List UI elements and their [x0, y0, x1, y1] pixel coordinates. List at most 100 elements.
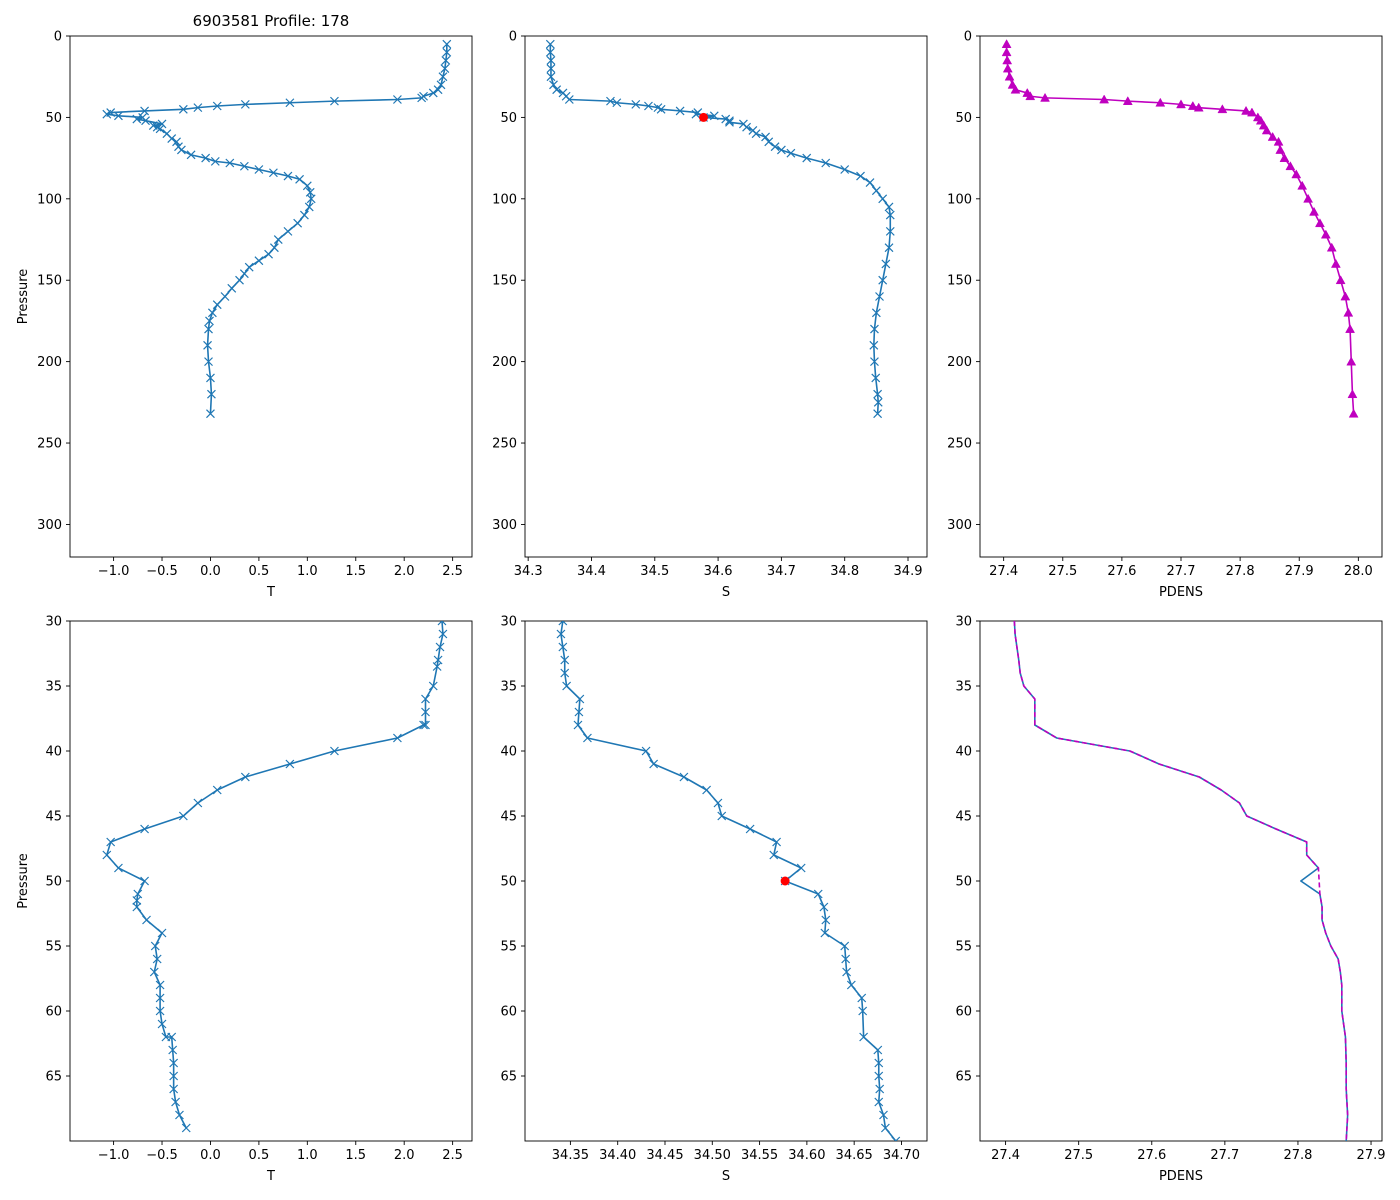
data-point-x: [175, 1110, 184, 1120]
data-point-x: [764, 137, 774, 147]
x-tick-label: 34.35: [552, 1148, 589, 1163]
data-point-x: [204, 324, 213, 334]
y-tick-label: 30: [955, 615, 972, 630]
data-point-x: [725, 116, 734, 126]
x-axis-label: S: [722, 585, 730, 600]
data-point-x: [285, 98, 295, 108]
y-tick-label: 35: [955, 680, 972, 695]
y-tick-label: 50: [45, 875, 62, 890]
data-point-triangle: [1247, 107, 1257, 117]
data-point-x: [879, 1110, 888, 1120]
data-point-x: [440, 64, 450, 73]
x-tick-label: 27.9: [1357, 1148, 1386, 1163]
x-tick-label: 34.8: [830, 564, 859, 579]
y-tick-label: 60: [45, 1005, 62, 1020]
data-point-x: [392, 733, 402, 743]
data-point-x: [442, 39, 452, 49]
data-point-x: [776, 145, 786, 155]
data-point-x: [176, 145, 186, 155]
data-point-x: [306, 194, 316, 204]
data-point-x: [330, 746, 339, 756]
data-point-x: [132, 902, 142, 912]
data-point-triangle: [1176, 99, 1186, 109]
data-point-x: [167, 1032, 177, 1042]
data-point-x: [873, 409, 883, 419]
data-point-x: [873, 389, 883, 399]
data-point-x: [417, 93, 427, 103]
data-point-x: [157, 928, 167, 938]
y-tick-label: 35: [500, 680, 517, 695]
x-tick-label: −1.0: [98, 1148, 130, 1163]
data-point-x: [871, 308, 881, 318]
data-point-x: [891, 1136, 901, 1141]
x-tick-label: 27.7: [1210, 1148, 1239, 1163]
subplot-top-temperature: −1.0 −0.5 0.0 0.5 1.0 1.5 2.0 2.5 0 50 100 150 200 25…: [16, 30, 473, 600]
data-point-x: [583, 733, 592, 743]
data-point-triangle: [1343, 307, 1354, 317]
x-axis-label: PDENS: [1159, 585, 1203, 600]
data-point-triangle: [1187, 100, 1198, 110]
x-tick-label: 1.0: [297, 1148, 318, 1163]
data-point-x: [220, 292, 230, 301]
data-point-x: [560, 655, 570, 665]
data-point-x: [880, 1123, 890, 1133]
data-point-x: [438, 629, 448, 639]
x-tick-label: 1.0: [297, 564, 318, 579]
subplot-grid: −1.0 −0.5 0.0 0.5 1.0 1.5 2.0 2.5 0 50 100 150 200 25…: [16, 30, 1386, 1185]
data-point-x: [273, 235, 283, 244]
data-point-x: [436, 80, 446, 90]
x-tick-label: 0.0: [200, 564, 221, 579]
y-tick-label: 35: [45, 680, 62, 695]
data-point-x: [564, 95, 574, 104]
data-point-x: [283, 171, 293, 181]
data-point-triangle: [1241, 105, 1251, 115]
data-point-x: [558, 621, 568, 626]
data-point-triangle: [1303, 193, 1314, 203]
data-point-x: [545, 47, 555, 57]
data-point-x: [207, 389, 216, 399]
y-tick-label: 60: [500, 1005, 517, 1020]
x-tick-label: 27.8: [1283, 1148, 1312, 1163]
data-point-x: [141, 116, 150, 126]
x-tick-label: 34.6: [704, 564, 733, 579]
data-point-x: [874, 1071, 884, 1081]
data-point-x: [169, 1058, 179, 1068]
data-point-x: [140, 106, 150, 116]
data-point-x: [285, 759, 295, 769]
data-point-x: [675, 106, 685, 116]
y-axis-label: Pressure: [16, 269, 31, 325]
y-tick-label: 50: [500, 111, 517, 126]
data-point-x: [428, 681, 438, 691]
data-point-x: [132, 114, 142, 124]
data-point-x: [871, 373, 881, 383]
data-point-x: [560, 668, 570, 678]
flagged-point: [699, 112, 709, 122]
data-point-x: [846, 980, 856, 990]
data-point-x: [873, 397, 883, 407]
data-point-x: [268, 168, 278, 178]
data-point-x: [240, 772, 250, 782]
subplot-top-salinity: 34.3 34.4 34.5 34.6 34.7 34.8 34.9 0 50 100 150 200…: [492, 30, 928, 600]
x-tick-label: 34.65: [836, 1148, 873, 1163]
data-point-x: [813, 889, 823, 899]
y-tick-label: 100: [37, 192, 62, 207]
data-point-triangle: [1267, 131, 1278, 141]
x-tick-label: 2.5: [442, 1148, 463, 1163]
y-tick-label: 40: [45, 745, 62, 760]
data-point-x: [709, 111, 719, 121]
data-point-x: [205, 316, 214, 326]
data-point-triangle: [1330, 258, 1341, 268]
data-point-x: [102, 109, 112, 119]
flagged-point: [780, 876, 790, 886]
data-point-x: [212, 101, 222, 111]
data-point-x: [225, 158, 235, 168]
figure-title: 6903581 Profile: 178: [193, 12, 350, 30]
data-point-x: [168, 1045, 178, 1055]
data-point-x: [203, 340, 212, 350]
data-point-x: [885, 226, 895, 236]
data-point-x: [155, 124, 165, 134]
data-point-x: [155, 980, 165, 990]
data-point-x: [644, 101, 653, 111]
data-point-x: [786, 148, 796, 158]
x-tick-label: −1.0: [98, 564, 130, 579]
